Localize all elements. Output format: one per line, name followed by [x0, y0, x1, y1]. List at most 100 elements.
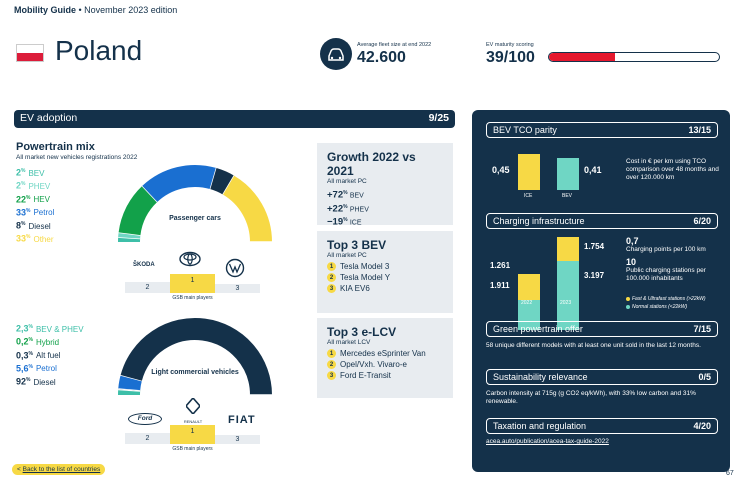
lcv-legend-label: Petrol [35, 364, 57, 374]
rank-row: 2 Opel/Vxh. Vivaro-e [327, 360, 443, 369]
taxation-link[interactable]: acea.auto/publication/acea-tax-guide-202… [486, 438, 609, 445]
car-icon [320, 38, 352, 70]
fleet-size-value: 42.600 [357, 49, 406, 66]
page-number: 67 [726, 470, 734, 477]
growth-panel: Growth 2022 vs 2021 All market PC +72% B… [317, 143, 453, 227]
lcv-legend-label: Alt fuel [35, 351, 61, 361]
passenger-legend-value: 22 [16, 194, 27, 205]
rank-badge: 1 [327, 262, 336, 271]
podium-second: 2 [125, 282, 170, 293]
chevron-left-icon: < [17, 466, 21, 473]
passenger-legend-item: 33% Petrol [16, 206, 54, 219]
back-to-countries-link[interactable]: < Back to the list of countries [12, 464, 106, 475]
passenger-legend-item: 33% Other [16, 232, 54, 245]
top3-bev-list: 1 Tesla Model 3 2 Tesla Model Y 3 KIA EV6 [327, 262, 443, 293]
percent-sign: % [28, 337, 33, 344]
lcv-donut-segment [118, 374, 142, 391]
ice-axis-label: ICE [524, 193, 533, 199]
scoring-panel: BEV TCO parity 13/15 0,45 0,41 ICE BEV C… [472, 110, 730, 472]
powertrain-subtitle: All market new vehicles registrations 20… [16, 154, 138, 161]
taxation-label: Taxation and regulation [493, 421, 587, 431]
charging-2022-fast-value: 1.261 [490, 261, 511, 270]
top3-lcv-subtitle: All market LCV [327, 339, 371, 346]
passenger-legend-label: Petrol [33, 208, 55, 218]
lcv-legend-item: 2,3% BEV & PHEV [16, 322, 84, 335]
ev-adoption-header: EV adoption 9/25 [14, 110, 455, 128]
charging-points-value: 0,7 [626, 236, 639, 246]
charging-2023-normal-value: 3.197 [584, 271, 605, 280]
rank-badge: 1 [327, 349, 336, 358]
lcv-legend-item: 0,2% Hybrid [16, 335, 84, 348]
legend-fast-swatch [626, 297, 630, 301]
lcv-legend-value: 5,6 [16, 363, 29, 374]
stations-value: 10 [626, 257, 637, 267]
lcv-podium-third: 3 [215, 435, 260, 444]
renault-diamond-icon [184, 396, 202, 416]
growth-rows: +72% BEV +22% PHEV −19% ICE [327, 188, 443, 229]
green-offer-label: Green powertrain offer [493, 324, 583, 334]
passenger-donut-separator [118, 231, 141, 236]
green-offer-score: 7/15 [693, 324, 711, 334]
passenger-legend-label: Other [33, 234, 54, 244]
passenger-legend-value: 33 [16, 207, 27, 218]
guide-title: Mobility Guide [14, 5, 76, 15]
bev-value: 0,41 [584, 165, 602, 175]
charging-score: 6/20 [693, 216, 711, 226]
passenger-legend-item: 2% PHEV [16, 179, 54, 192]
passenger-legend-item: 22% HEV [16, 193, 54, 206]
percent-sign: % [21, 221, 26, 227]
fiat-logo: FIAT [228, 414, 256, 426]
lcv-podium-caption: GSB main players [172, 446, 213, 452]
percent-sign: % [21, 168, 26, 174]
poland-flag-icon [16, 44, 44, 62]
rank-badge: 2 [327, 273, 336, 282]
rank-row: 1 Tesla Model 3 [327, 262, 443, 271]
lcv-donut-separator [120, 374, 143, 382]
maturity-progress-bar [548, 52, 720, 62]
legend-fast: Fast & Ultrafast stations (>22kW) [626, 295, 706, 303]
podium-first: 1 [170, 274, 215, 293]
rank-row: 1 Mercedes eSprinter Van [327, 349, 443, 358]
top3-lcv-panel: Top 3 e-LCV All market LCV 1 Mercedes eSp… [317, 318, 453, 398]
taxation-header: Taxation and regulation 4/20 [486, 418, 718, 434]
ford-logo: Ford [128, 413, 162, 425]
lcv-podium-second: 2 [125, 433, 170, 444]
lcv-legend-item: 5,6% Petrol [16, 362, 84, 375]
charging-2023-normal-bar [557, 261, 579, 330]
lcv-legend-item: 92% Diesel [16, 375, 84, 388]
passenger-legend-label: HEV [33, 195, 50, 205]
guide-header: Mobility Guide • November 2023 edition [14, 5, 178, 15]
country-title: Poland [55, 35, 143, 66]
growth-row: −19% ICE [327, 215, 443, 229]
sustainability-label: Sustainability relevance [493, 372, 588, 382]
charging-2023-fast-value: 1.754 [584, 242, 605, 251]
rank-model: Tesla Model Y [340, 273, 391, 282]
renault-wordmark: RENAULT [183, 419, 203, 424]
ev-adoption-score: 9/25 [428, 112, 449, 124]
growth-value: +22 [327, 203, 344, 215]
passenger-donut-chart [118, 165, 272, 243]
growth-value: −19 [327, 216, 344, 228]
percent-sign: % [26, 194, 31, 201]
percent-sign: % [343, 203, 348, 210]
lcv-legend-label: Diesel [33, 377, 56, 387]
powertrain-title: Powertrain mix [16, 141, 95, 153]
passenger-center-label: Passenger cars [169, 215, 221, 222]
stations-text: Public charging stations per 100.000 inh… [626, 267, 706, 282]
passenger-legend: 2% BEV 2% PHEV 22% HEV 33% Petrol 8% Diesel 33% Oth… [16, 166, 54, 246]
maturity-progress-fill [549, 53, 616, 61]
legend-normal: Normal stations (<22kW) [626, 303, 687, 311]
green-offer-text: 58 unique different models with at least… [486, 342, 701, 349]
percent-sign: % [343, 190, 348, 196]
rank-model: Opel/Vxh. Vivaro-e [340, 360, 407, 369]
bev-tco-score: 13/15 [688, 125, 711, 135]
lcv-legend-label: Hybrid [35, 337, 60, 347]
rank-model: KIA EV6 [340, 284, 370, 293]
passenger-legend-value: 2 [16, 180, 22, 191]
edition-label: November 2023 edition [84, 5, 178, 15]
passenger-legend-item: 2% BEV [16, 166, 54, 179]
percent-sign: % [28, 350, 33, 357]
rank-row: 3 Ford E-Transit [327, 371, 443, 380]
lcv-donut-separator [118, 387, 141, 391]
